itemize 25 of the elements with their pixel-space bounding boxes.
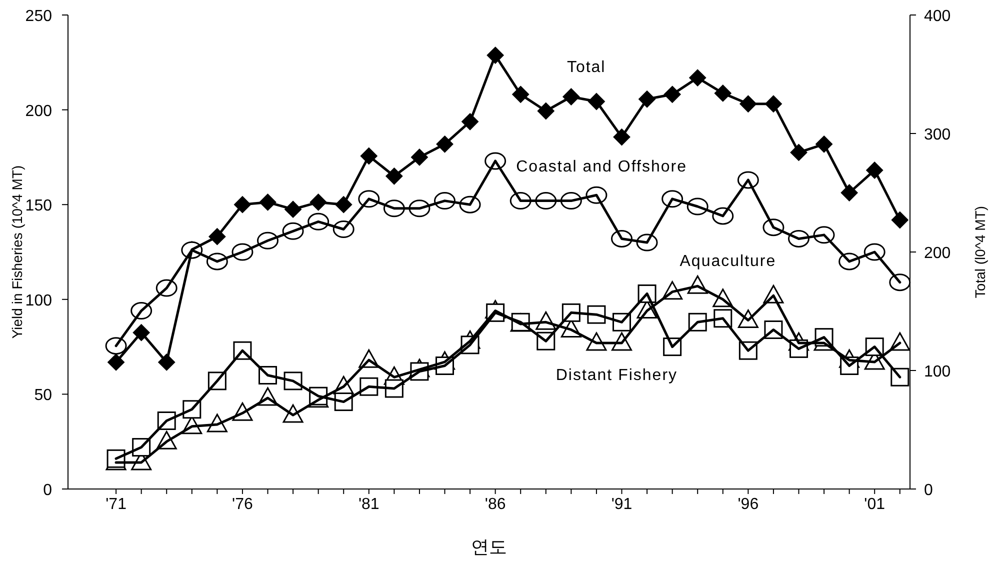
y-tick-label: 250 xyxy=(25,8,52,25)
x-tick-label: '76 xyxy=(232,496,253,513)
y2-tick-label: 200 xyxy=(924,245,951,262)
y-tick-label: 100 xyxy=(25,292,52,310)
y-tick-label: 150 xyxy=(25,198,52,215)
series-label: Aquaculture xyxy=(680,253,776,270)
series-label: Total xyxy=(566,58,606,76)
x-tick-label: '01 xyxy=(864,496,886,513)
x-axis-title: 연도 xyxy=(471,537,507,557)
y-tick-label: 200 xyxy=(25,102,52,120)
y2-tick-label: 100 xyxy=(924,364,951,380)
y-tick-label: 0 xyxy=(43,482,52,499)
x-tick-label: '71 xyxy=(106,496,127,513)
x-tick-label: '96 xyxy=(738,496,759,513)
x-tick-label: '81 xyxy=(358,496,380,513)
x-tick-label: '86 xyxy=(484,496,506,513)
x-tick-label: '91 xyxy=(611,496,632,513)
y2-tick-label: 300 xyxy=(924,126,951,144)
y2-tick-label: 400 xyxy=(924,8,951,25)
y2-tick-label: 0 xyxy=(924,482,933,499)
y-axis-title: Yield in Fisheries (10^4 MT) xyxy=(9,165,25,339)
series-label: Coastal and Offshore xyxy=(516,158,687,176)
y2-axis-title: Total (l0^4 MT) xyxy=(972,206,988,298)
series-label: Distant Fishery xyxy=(556,366,678,384)
y-tick-label: 50 xyxy=(34,387,52,404)
